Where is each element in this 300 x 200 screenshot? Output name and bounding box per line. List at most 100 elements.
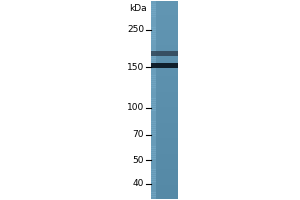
Bar xyxy=(152,92,156,93)
Bar xyxy=(152,120,156,121)
Bar xyxy=(152,175,178,176)
Bar xyxy=(152,37,178,38)
Bar xyxy=(152,32,178,33)
Bar xyxy=(152,185,178,186)
Bar xyxy=(152,58,156,59)
Bar xyxy=(152,20,178,21)
Bar xyxy=(152,84,178,85)
Bar xyxy=(152,185,156,186)
Bar xyxy=(152,170,156,171)
Bar xyxy=(152,184,156,185)
Bar xyxy=(152,114,178,115)
Bar xyxy=(152,92,178,93)
Bar xyxy=(152,110,156,111)
Bar xyxy=(152,33,156,34)
Bar xyxy=(152,15,178,16)
Bar xyxy=(152,29,178,30)
Bar xyxy=(152,129,178,130)
Bar xyxy=(152,101,156,102)
Bar xyxy=(152,36,156,37)
Bar xyxy=(152,156,178,157)
Bar xyxy=(152,150,178,151)
Bar xyxy=(152,182,178,183)
Bar xyxy=(152,14,156,15)
Bar xyxy=(152,152,156,153)
Bar xyxy=(152,123,178,124)
Bar xyxy=(152,83,156,84)
Bar xyxy=(152,61,156,62)
Bar xyxy=(152,164,156,165)
Bar xyxy=(152,31,156,32)
Bar xyxy=(152,112,156,113)
Bar xyxy=(152,121,156,122)
Bar xyxy=(152,146,156,147)
Bar xyxy=(152,30,178,31)
Bar xyxy=(152,10,156,11)
Bar xyxy=(152,106,156,107)
Bar xyxy=(152,158,156,159)
Bar xyxy=(152,181,178,182)
Bar xyxy=(152,135,178,136)
Bar xyxy=(152,104,178,105)
Bar xyxy=(152,71,156,72)
Bar xyxy=(152,157,178,158)
Bar xyxy=(152,125,156,126)
Bar xyxy=(152,27,178,28)
Bar xyxy=(152,148,178,149)
Bar xyxy=(152,19,178,20)
Bar xyxy=(152,110,178,111)
Bar xyxy=(152,112,178,113)
Bar xyxy=(152,54,156,55)
Bar xyxy=(152,10,156,11)
Bar xyxy=(152,128,178,129)
Bar xyxy=(152,28,156,29)
Bar xyxy=(152,9,156,10)
Bar xyxy=(152,149,178,150)
Bar xyxy=(152,123,178,124)
Bar xyxy=(152,45,156,46)
Bar xyxy=(152,191,156,192)
Bar xyxy=(152,16,178,17)
Bar xyxy=(152,121,178,122)
Bar xyxy=(152,151,156,152)
Bar xyxy=(152,77,178,78)
Bar xyxy=(152,16,156,17)
Bar xyxy=(152,95,156,96)
Bar xyxy=(152,90,178,91)
Bar xyxy=(152,164,178,165)
Bar xyxy=(152,13,156,14)
Bar xyxy=(152,46,156,47)
Bar xyxy=(152,126,156,127)
Bar xyxy=(152,141,178,142)
Bar xyxy=(152,44,156,45)
Bar xyxy=(152,85,156,86)
Bar xyxy=(152,79,178,80)
Bar xyxy=(152,190,178,191)
Bar xyxy=(152,115,178,116)
Bar xyxy=(152,143,156,144)
Bar xyxy=(152,35,178,36)
Bar xyxy=(152,12,156,13)
Text: 250: 250 xyxy=(127,25,144,34)
Bar xyxy=(152,148,156,149)
Bar xyxy=(152,56,156,57)
Bar xyxy=(152,97,156,98)
Bar xyxy=(152,46,178,47)
Bar xyxy=(152,176,178,177)
Bar xyxy=(152,25,156,26)
Bar xyxy=(152,131,178,132)
Bar xyxy=(152,63,178,68)
Bar xyxy=(152,12,178,13)
Bar xyxy=(152,102,178,103)
Bar xyxy=(152,4,156,5)
Bar xyxy=(152,80,156,81)
Bar xyxy=(152,107,156,108)
Bar xyxy=(152,77,156,78)
Bar xyxy=(152,150,156,151)
Bar xyxy=(152,98,156,99)
Bar xyxy=(152,40,178,41)
Bar xyxy=(152,129,156,130)
Bar xyxy=(152,60,178,61)
Bar xyxy=(152,105,178,106)
Bar xyxy=(152,117,178,118)
